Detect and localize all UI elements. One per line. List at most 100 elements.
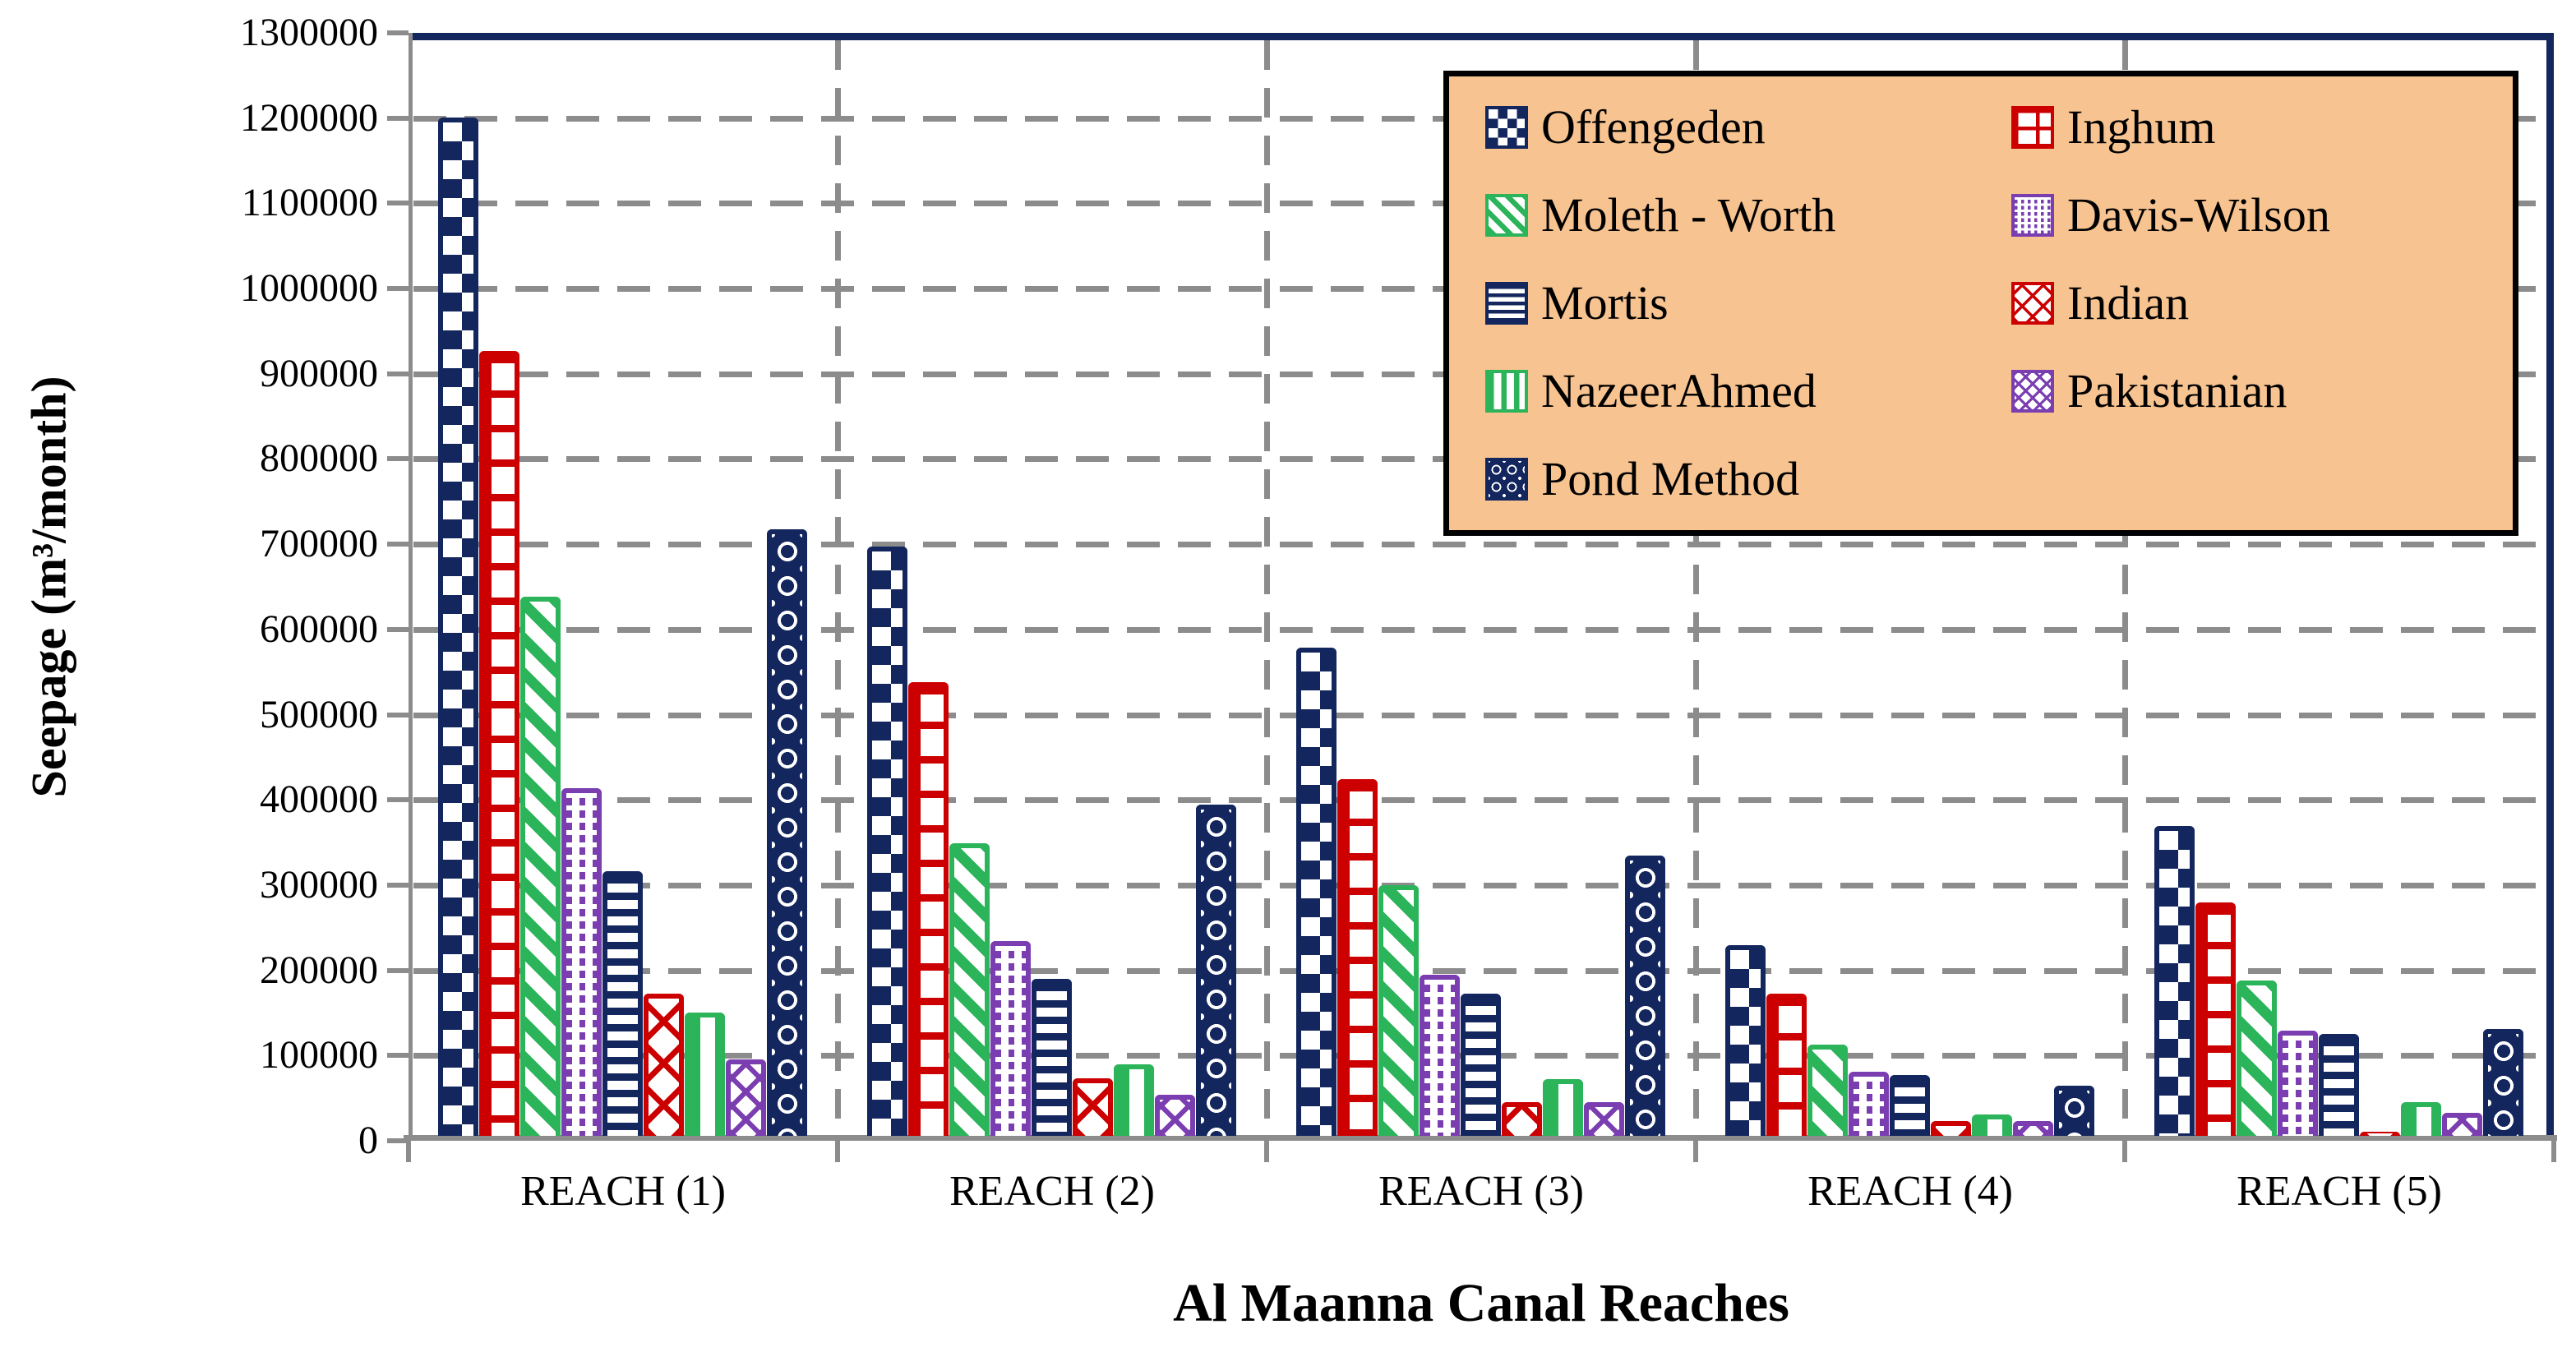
bar-inghum [479,351,519,1136]
legend-label: Indian [2067,275,2190,330]
legend-label: Moleth - Worth [1541,187,1836,242]
bar-mortis [1461,994,1501,1136]
bar-pakistanian [2013,1121,2053,1136]
bar-nazeerahmed [2401,1102,2441,1136]
y-tick [387,712,409,718]
bar-moleth-worth [1378,885,1419,1136]
bar-indian [1931,1121,1971,1136]
bar-nazeerahmed [1972,1114,2012,1136]
x-axis-title: Al Maanna Canal Reaches [1173,1273,1789,1333]
bar-pakistanian [2442,1113,2482,1136]
y-tick [387,967,409,973]
x-category-label: REACH (1) [520,1168,726,1215]
legend-label: Pond Method [1541,452,1800,506]
x-tick [406,1141,411,1162]
legend-swatch-icon [1485,370,1528,413]
y-tick-label: 1100000 [241,181,378,225]
category-separator [2122,40,2128,1135]
y-tick [387,1053,409,1059]
y-tick [387,371,409,376]
legend-swatch-icon [1485,193,1528,237]
bar-nazeerahmed [685,1013,725,1136]
bar-inghum [2195,902,2236,1136]
y-tick [387,797,409,803]
y-tick-label: 100000 [260,1033,378,1077]
legend-item-davis-wilson: Davis-Wilson [2011,191,2504,239]
bar-inghum [1337,779,1378,1136]
legend-item-pond-method: Pond Method [1485,455,2011,503]
y-axis-line [409,33,413,1141]
y-tick [387,882,409,888]
y-tick-label: 700000 [260,522,378,566]
bar-pakistanian [1584,1102,1624,1136]
bar-inghum [908,682,949,1136]
bar-davis-wilson [561,788,602,1136]
x-tick [1693,1141,1698,1162]
legend-swatch-icon [1485,281,1528,325]
y-tick [387,1138,409,1143]
x-tick [835,1141,840,1162]
bar-davis-wilson [2278,1031,2318,1136]
y-tick-label: 300000 [260,862,378,907]
bar-offengeden [1296,648,1336,1136]
y-tick [387,30,409,35]
legend-item-inghum: Inghum [2011,103,2504,151]
gridline-y-400000 [413,797,2546,804]
y-tick-label: 1200000 [240,95,378,140]
y-tick [387,115,409,121]
gridline-y-700000 [413,542,2546,548]
gridline-y-200000 [413,967,2546,974]
bar-indian [644,994,684,1136]
gridline-y-600000 [413,626,2546,633]
bar-pond-method [1196,805,1236,1136]
x-category-label: REACH (3) [1378,1168,1584,1215]
y-tick-label: 400000 [260,778,378,822]
bar-moleth-worth [520,597,561,1136]
y-tick-label: 200000 [260,948,378,992]
legend-swatch-icon [2011,193,2054,237]
bar-group-reach-5- [2154,826,2523,1136]
bar-mortis [1890,1075,1930,1136]
x-tick [2551,1141,2556,1162]
bar-mortis [1032,979,1072,1136]
legend-item-moleth-worth: Moleth - Worth [1485,191,2011,239]
y-tick [387,626,409,632]
category-separator [1264,40,1270,1135]
bar-moleth-worth [949,843,990,1136]
legend-item-pakistanian: Pakistanian [2011,367,2504,415]
legend-swatch-icon [2011,370,2054,413]
bar-davis-wilson [990,941,1031,1136]
legend-label: Pakistanian [2067,364,2287,418]
bar-moleth-worth [1807,1045,1848,1136]
bar-inghum [1766,994,1807,1136]
bar-offengeden [2154,826,2195,1136]
x-axis-line [404,1135,2557,1141]
legend-item-offengeden: Offengeden [1485,103,2011,151]
bar-offengeden [1725,945,1766,1136]
bar-indian [2360,1132,2400,1136]
bar-group-reach-3- [1296,648,1665,1136]
y-tick-label: 500000 [260,692,378,736]
y-tick-label: 800000 [260,436,378,481]
bar-pond-method [2483,1029,2523,1136]
x-category-label: REACH (5) [2237,1168,2442,1215]
bar-pakistanian [726,1059,766,1136]
legend: Offengeden Moleth - Worth Mortis NazeerAhme… [1443,71,2518,536]
x-category-label: REACH (4) [1807,1168,2013,1215]
bar-mortis [602,871,643,1136]
gridline-y-500000 [413,712,2546,718]
legend-label: NazeerAhmed [1541,364,1817,418]
bar-group-reach-1- [438,118,807,1136]
legend-item-indian: Indian [2011,279,2504,327]
bar-davis-wilson [1420,975,1460,1136]
bar-pakistanian [1155,1095,1195,1136]
legend-item-nazeerahmed: NazeerAhmed [1485,367,2011,415]
legend-swatch-icon [2011,281,2054,325]
legend-swatch-icon [1485,105,1528,149]
bar-group-reach-2- [867,547,1236,1136]
gridline-y-300000 [413,882,2546,888]
bar-nazeerahmed [1114,1064,1154,1136]
x-category-label: REACH (2) [949,1168,1155,1215]
y-tick [387,201,409,206]
